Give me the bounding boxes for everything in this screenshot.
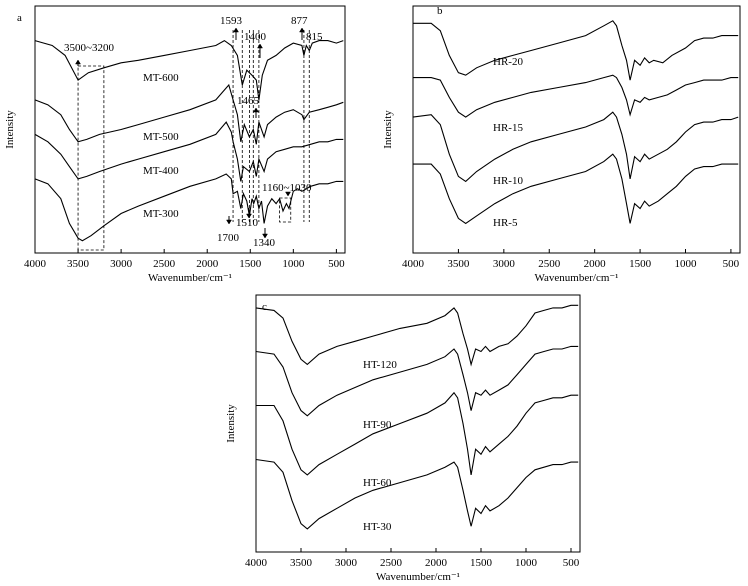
x-tick-label: 1500 — [629, 258, 652, 270]
series-line-mt-500 — [34, 83, 344, 145]
x-tick-label: 1000 — [675, 258, 698, 270]
x-tick-label: 4000 — [402, 258, 425, 270]
panel-letter: c — [262, 301, 267, 313]
peak-annotation: 1700 — [217, 232, 240, 244]
panel-a-chart: 4000 3500 3000 2500 2000 1500 1000 500 Wavenumbe… — [4, 5, 346, 284]
y-axis-title: Intensity — [4, 110, 16, 149]
panel-b-chart: 4000 3500 3000 2500 2000 1500 1000 500 Wavenumbe… — [382, 5, 741, 284]
x-tick-label: 2500 — [153, 258, 176, 270]
x-tick-label: 500 — [723, 258, 740, 270]
series-line-mt-300 — [34, 173, 344, 242]
panel-letter: a — [17, 12, 22, 24]
series-label: HR-20 — [493, 56, 523, 68]
series-label: HR-10 — [493, 175, 523, 187]
x-tick-label: 1500 — [470, 557, 493, 569]
series-line-ht-90 — [255, 345, 579, 417]
annotation-arrow-head — [299, 27, 305, 33]
annotation-arrow-head — [226, 219, 232, 225]
series-line-hr-15 — [413, 74, 739, 118]
plot-frame — [255, 294, 581, 553]
x-tick-label: 1000 — [515, 557, 538, 569]
series-line-ht-30 — [255, 458, 579, 530]
plot-frame — [412, 5, 741, 254]
x-tick-label: 3000 — [335, 557, 358, 569]
peak-annotation: 877 — [291, 15, 308, 27]
series-line-mt-600 — [34, 39, 344, 100]
series-label: HT-60 — [363, 477, 392, 489]
peak-annotation: 1593 — [220, 15, 243, 27]
panel-c-chart: 4000 3500 3000 2500 2000 1500 1000 500 Wavenumbe… — [225, 294, 581, 583]
x-tick-label: 2500 — [538, 258, 561, 270]
x-tick-label: 2000 — [584, 258, 607, 270]
x-tick-label: 4000 — [245, 557, 268, 569]
series-label: MT-300 — [143, 208, 179, 220]
x-axis-title: Wavenumber/cm⁻¹ — [376, 571, 460, 583]
x-tick-label: 3000 — [493, 258, 516, 270]
series-label: MT-400 — [143, 165, 179, 177]
panel-letter: b — [437, 5, 443, 17]
band-box-1160-1030 — [279, 197, 292, 223]
annotation-arrow-head — [262, 233, 268, 239]
series-label: HT-30 — [363, 521, 392, 533]
x-tick-label: 1000 — [282, 258, 305, 270]
series-line-ht-60 — [256, 391, 579, 476]
peak-annotation: 1510 — [236, 217, 259, 229]
x-tick-label: 4000 — [24, 258, 47, 270]
series-label: MT-600 — [143, 72, 179, 84]
y-axis-title: Intensity — [382, 110, 394, 149]
x-tick-label: 2500 — [380, 557, 403, 569]
annotation-arrow-head — [253, 107, 259, 113]
x-tick-label: 2000 — [196, 258, 219, 270]
series-line-hr-20 — [413, 20, 739, 81]
x-tick-label: 2000 — [425, 557, 448, 569]
series-label: HT-90 — [363, 419, 392, 431]
series-line-hr-10 — [412, 111, 739, 183]
series-line-ht-120 — [255, 304, 579, 367]
series-label: HR-15 — [493, 122, 523, 134]
band-box-3500-3200 — [77, 65, 105, 251]
annotation-arrow-head — [233, 27, 239, 33]
series-line-hr-5 — [413, 153, 739, 225]
peak-annotation: 1340 — [253, 237, 276, 249]
series-line-mt-400 — [34, 121, 344, 182]
peak-annotation: 3500~3200 — [64, 42, 114, 54]
peak-annotation: 815 — [306, 31, 323, 43]
x-tick-label: 3500 — [290, 557, 313, 569]
plot-frame — [34, 5, 346, 254]
series-label: HT-120 — [363, 359, 397, 371]
x-tick-label: 3500 — [447, 258, 470, 270]
x-tick-label: 500 — [328, 258, 345, 270]
x-axis-title: Wavenumber/cm⁻¹ — [148, 272, 232, 284]
x-tick-label: 3000 — [110, 258, 133, 270]
annotation-arrow-head — [285, 191, 291, 197]
peak-annotation: 1400 — [244, 31, 267, 43]
y-axis-title: Intensity — [225, 404, 237, 443]
x-tick-label: 500 — [563, 557, 580, 569]
peak-annotation: 1465 — [237, 95, 260, 107]
annotation-arrow-head — [75, 59, 81, 65]
x-tick-label: 1500 — [239, 258, 262, 270]
annotation-arrow-head — [257, 43, 263, 49]
peak-annotation: 1160~1030 — [262, 182, 312, 194]
annotation-arrow-head — [246, 213, 252, 219]
series-label: MT-500 — [143, 131, 179, 143]
x-axis-title: Wavenumber/cm⁻¹ — [535, 272, 619, 284]
series-label: HR-5 — [493, 217, 518, 229]
x-tick-label: 3500 — [67, 258, 90, 270]
